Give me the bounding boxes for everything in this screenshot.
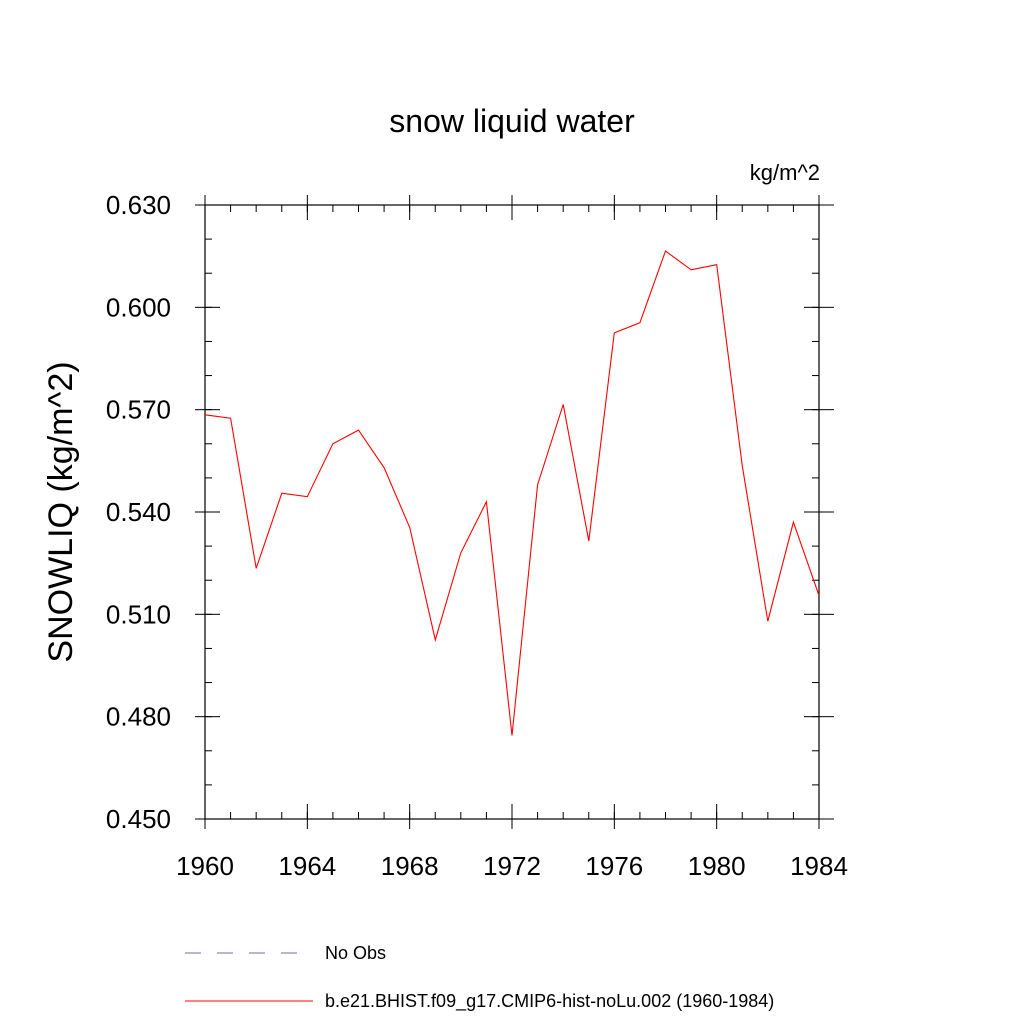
y-tick-label: 0.540 (106, 497, 171, 527)
x-tick-label: 1968 (381, 851, 439, 881)
x-tick-label: 1960 (176, 851, 234, 881)
plot-frame (204, 204, 820, 820)
series-group (204, 250, 820, 736)
x-tick-label: 1984 (790, 851, 848, 881)
series-line-1 (204, 250, 820, 736)
legend-label-model: b.e21.BHIST.f09_g17.CMIP6-hist-noLu.002 … (325, 991, 774, 1012)
legend-label-no-obs: No Obs (325, 943, 386, 963)
y-tick-label: 0.570 (106, 395, 171, 425)
y-tick-label: 0.630 (106, 190, 171, 220)
y-tick-label: 0.510 (106, 599, 171, 629)
chart-title: snow liquid water (389, 103, 635, 139)
y-tick-labels: 0.450 0.480 0.510 0.540 0.570 0.600 0.630 (106, 190, 171, 834)
y-axis-label: SNOWLIQ (kg/m^2) (42, 361, 80, 662)
legend: No Obs b.e21.BHIST.f09_g17.CMIP6-hist-no… (185, 943, 774, 1012)
y-tick-label: 0.600 (106, 292, 171, 322)
axis-ticks (195, 195, 834, 829)
x-tick-label: 1972 (483, 851, 541, 881)
y-tick-label: 0.480 (106, 702, 171, 732)
units-label: kg/m^2 (750, 160, 820, 185)
y-tick-label: 0.450 (106, 804, 171, 834)
x-tick-labels: 1960 1964 1968 1972 1976 1980 1984 (176, 851, 848, 881)
x-tick-label: 1980 (688, 851, 746, 881)
x-tick-label: 1964 (278, 851, 336, 881)
x-tick-label: 1976 (585, 851, 643, 881)
